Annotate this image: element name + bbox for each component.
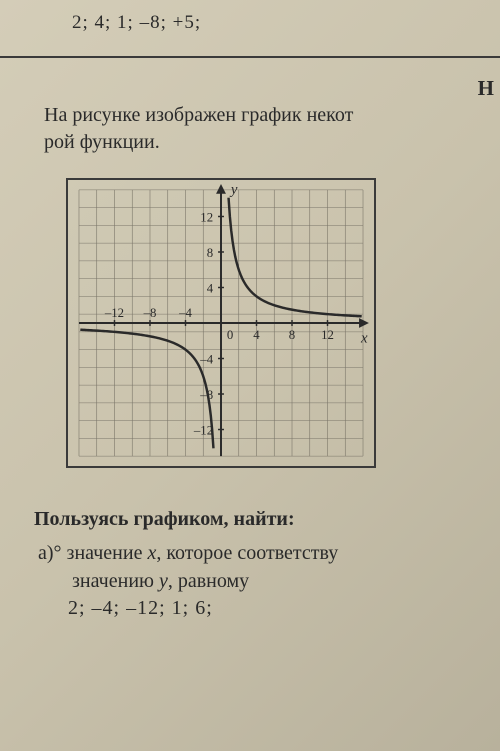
section-divider: [0, 56, 500, 58]
function-graph: yx0–12–8–448124812–4–8–12: [66, 178, 376, 468]
problem-line-2: рой функции.: [44, 129, 480, 156]
problem-line-1: На рисунке изображен график некот: [44, 104, 353, 126]
svg-text:–12: –12: [193, 423, 213, 437]
svg-text:12: 12: [200, 210, 213, 224]
svg-text:4: 4: [207, 281, 214, 295]
svg-text:y: y: [229, 182, 238, 198]
svg-text:8: 8: [289, 328, 295, 342]
svg-text:12: 12: [321, 328, 334, 342]
svg-text:4: 4: [253, 328, 260, 342]
problem-statement: На рисунке изображен график некот рой фу…: [28, 102, 480, 156]
top-values-fragment: 2; 4; 1; –8; +5;: [28, 12, 480, 34]
task-item-a: а)° значение x, которое соответству знач…: [34, 539, 480, 595]
task-item-label: а)°: [38, 542, 62, 564]
task-item-line2: значению y, равному: [38, 567, 480, 595]
task-heading: Пользуясь графиком, найти:: [34, 508, 480, 531]
task-values: 2; –4; –12; 1; 6;: [34, 597, 480, 620]
svg-text:x: x: [360, 331, 368, 347]
svg-text:–4: –4: [199, 352, 213, 366]
svg-text:–8: –8: [143, 306, 157, 320]
chart-svg: yx0–12–8–448124812–4–8–12: [68, 180, 374, 466]
svg-text:–12: –12: [104, 306, 124, 320]
svg-text:–4: –4: [178, 306, 192, 320]
svg-text:0: 0: [227, 328, 233, 342]
svg-text:8: 8: [207, 246, 213, 260]
page-edge-letter: Н: [478, 76, 494, 101]
